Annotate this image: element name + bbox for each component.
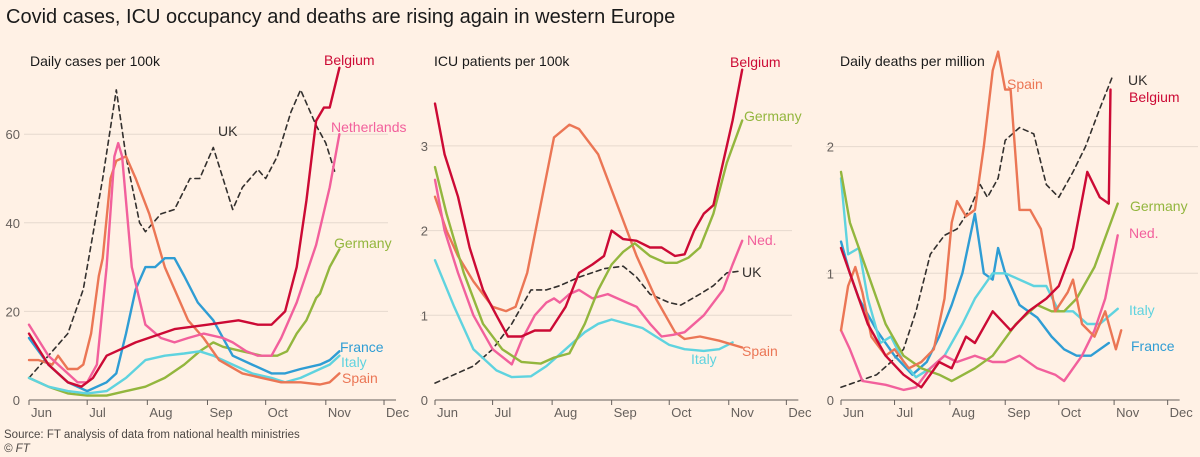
series-line-uk (28, 89, 337, 379)
x-tick-label: Dec (788, 405, 812, 420)
series-label-netherlands: Netherlands (331, 119, 407, 135)
x-tick-label: Sep (209, 405, 232, 420)
series-line-germany (433, 119, 744, 365)
series-label-belgium: Belgium (1129, 89, 1180, 105)
y-tick-label: 20 (6, 304, 20, 319)
series-line-netherlands (433, 178, 744, 366)
y-tick-label: 0 (827, 393, 834, 408)
source-note: Source: FT analysis of data from nationa… (4, 429, 300, 441)
y-tick-label: 3 (421, 139, 428, 154)
series-label-france: France (340, 339, 384, 355)
series-label-germany: Germany (744, 108, 802, 124)
x-tick-label: Sep (1007, 405, 1030, 420)
copyright: © FT (4, 443, 30, 455)
panel-3: Daily deaths per million 0 1 2 Jun Jul Aug Sep O… (826, 50, 1198, 420)
series-line-belgium (839, 88, 1112, 389)
series-label-spain: Spain (1007, 76, 1043, 92)
series-label-italy: Italy (691, 351, 717, 367)
y-tick-label: 1 (827, 266, 834, 281)
series-label-uk: UK (742, 264, 762, 280)
series-label-uk: UK (1128, 72, 1148, 88)
y-tick-label: 2 (421, 224, 428, 239)
series-line-italy (27, 350, 341, 395)
x-tick-label: Jun (437, 405, 458, 420)
series-line-germany (27, 248, 341, 397)
x-tick-label: Jul (495, 405, 512, 420)
series-label-germany: Germany (1130, 198, 1188, 214)
x-tick-label: Nov (1116, 405, 1140, 420)
series-line-france (839, 212, 1110, 376)
series-line-belgium (27, 66, 341, 388)
x-tick-label: Jun (31, 405, 52, 420)
panel-title: Daily cases per 100k (30, 53, 161, 69)
series-label-spain: Spain (342, 370, 378, 386)
series-line-spain (27, 155, 341, 386)
panel-title: ICU patients per 100k (434, 53, 570, 69)
series-line-italy (839, 177, 1119, 379)
series-label-germany: Germany (334, 235, 392, 251)
x-tick-label: Aug (554, 405, 577, 420)
series-label-france: France (1131, 338, 1175, 354)
series-label-netherlands: Ned. (747, 232, 777, 248)
series-line-uk (840, 76, 1114, 389)
series-label-uk: UK (218, 123, 238, 139)
x-tick-label: Jun (843, 405, 864, 420)
x-tick-label: Dec (1170, 405, 1194, 420)
x-tick-label: Oct (671, 405, 692, 420)
x-tick-label: Dec (386, 405, 410, 420)
y-tick-label: 0 (13, 393, 20, 408)
x-tick-label: Oct (1061, 405, 1082, 420)
series-label-spain: Spain (742, 343, 778, 359)
y-tick-label: 60 (6, 127, 20, 142)
series-line-spain (433, 123, 744, 349)
x-tick-label: Nov (731, 405, 755, 420)
x-tick-label: Sep (614, 405, 637, 420)
series-line-netherlands (27, 133, 341, 384)
y-tick-label: 1 (421, 308, 428, 323)
series-label-belgium: Belgium (324, 52, 375, 68)
series-line-netherlands (839, 234, 1119, 392)
series-label-belgium: Belgium (730, 54, 781, 70)
chart-title: Covid cases, ICU occupancy and deaths ar… (6, 6, 676, 28)
series-line-germany (839, 170, 1119, 383)
x-tick-label: Jul (89, 405, 106, 420)
y-tick-label: 0 (421, 393, 428, 408)
panel-2: ICU patients per 100k 0 1 2 3 Jun Jul Aug Sep Oct… (420, 53, 812, 420)
x-tick-label: Nov (328, 405, 352, 420)
series-label-italy: Italy (1129, 302, 1155, 318)
y-tick-label: 40 (6, 216, 20, 231)
series-line-france (27, 257, 341, 393)
series-line-italy (433, 259, 734, 379)
x-tick-label: Aug (149, 405, 172, 420)
series-label-italy: Italy (341, 354, 367, 370)
x-tick-label: Aug (952, 405, 975, 420)
panel-title: Daily deaths per million (840, 53, 985, 69)
series-line-belgium (433, 68, 744, 338)
y-tick-label: 2 (827, 140, 834, 155)
series-label-netherlands: Ned. (1129, 225, 1159, 241)
x-tick-label: Oct (268, 405, 289, 420)
x-tick-label: Jul (897, 405, 914, 420)
panel-1: Daily cases per 100k 0 20 40 60 Jun Jul Aug Sep O… (6, 52, 410, 420)
